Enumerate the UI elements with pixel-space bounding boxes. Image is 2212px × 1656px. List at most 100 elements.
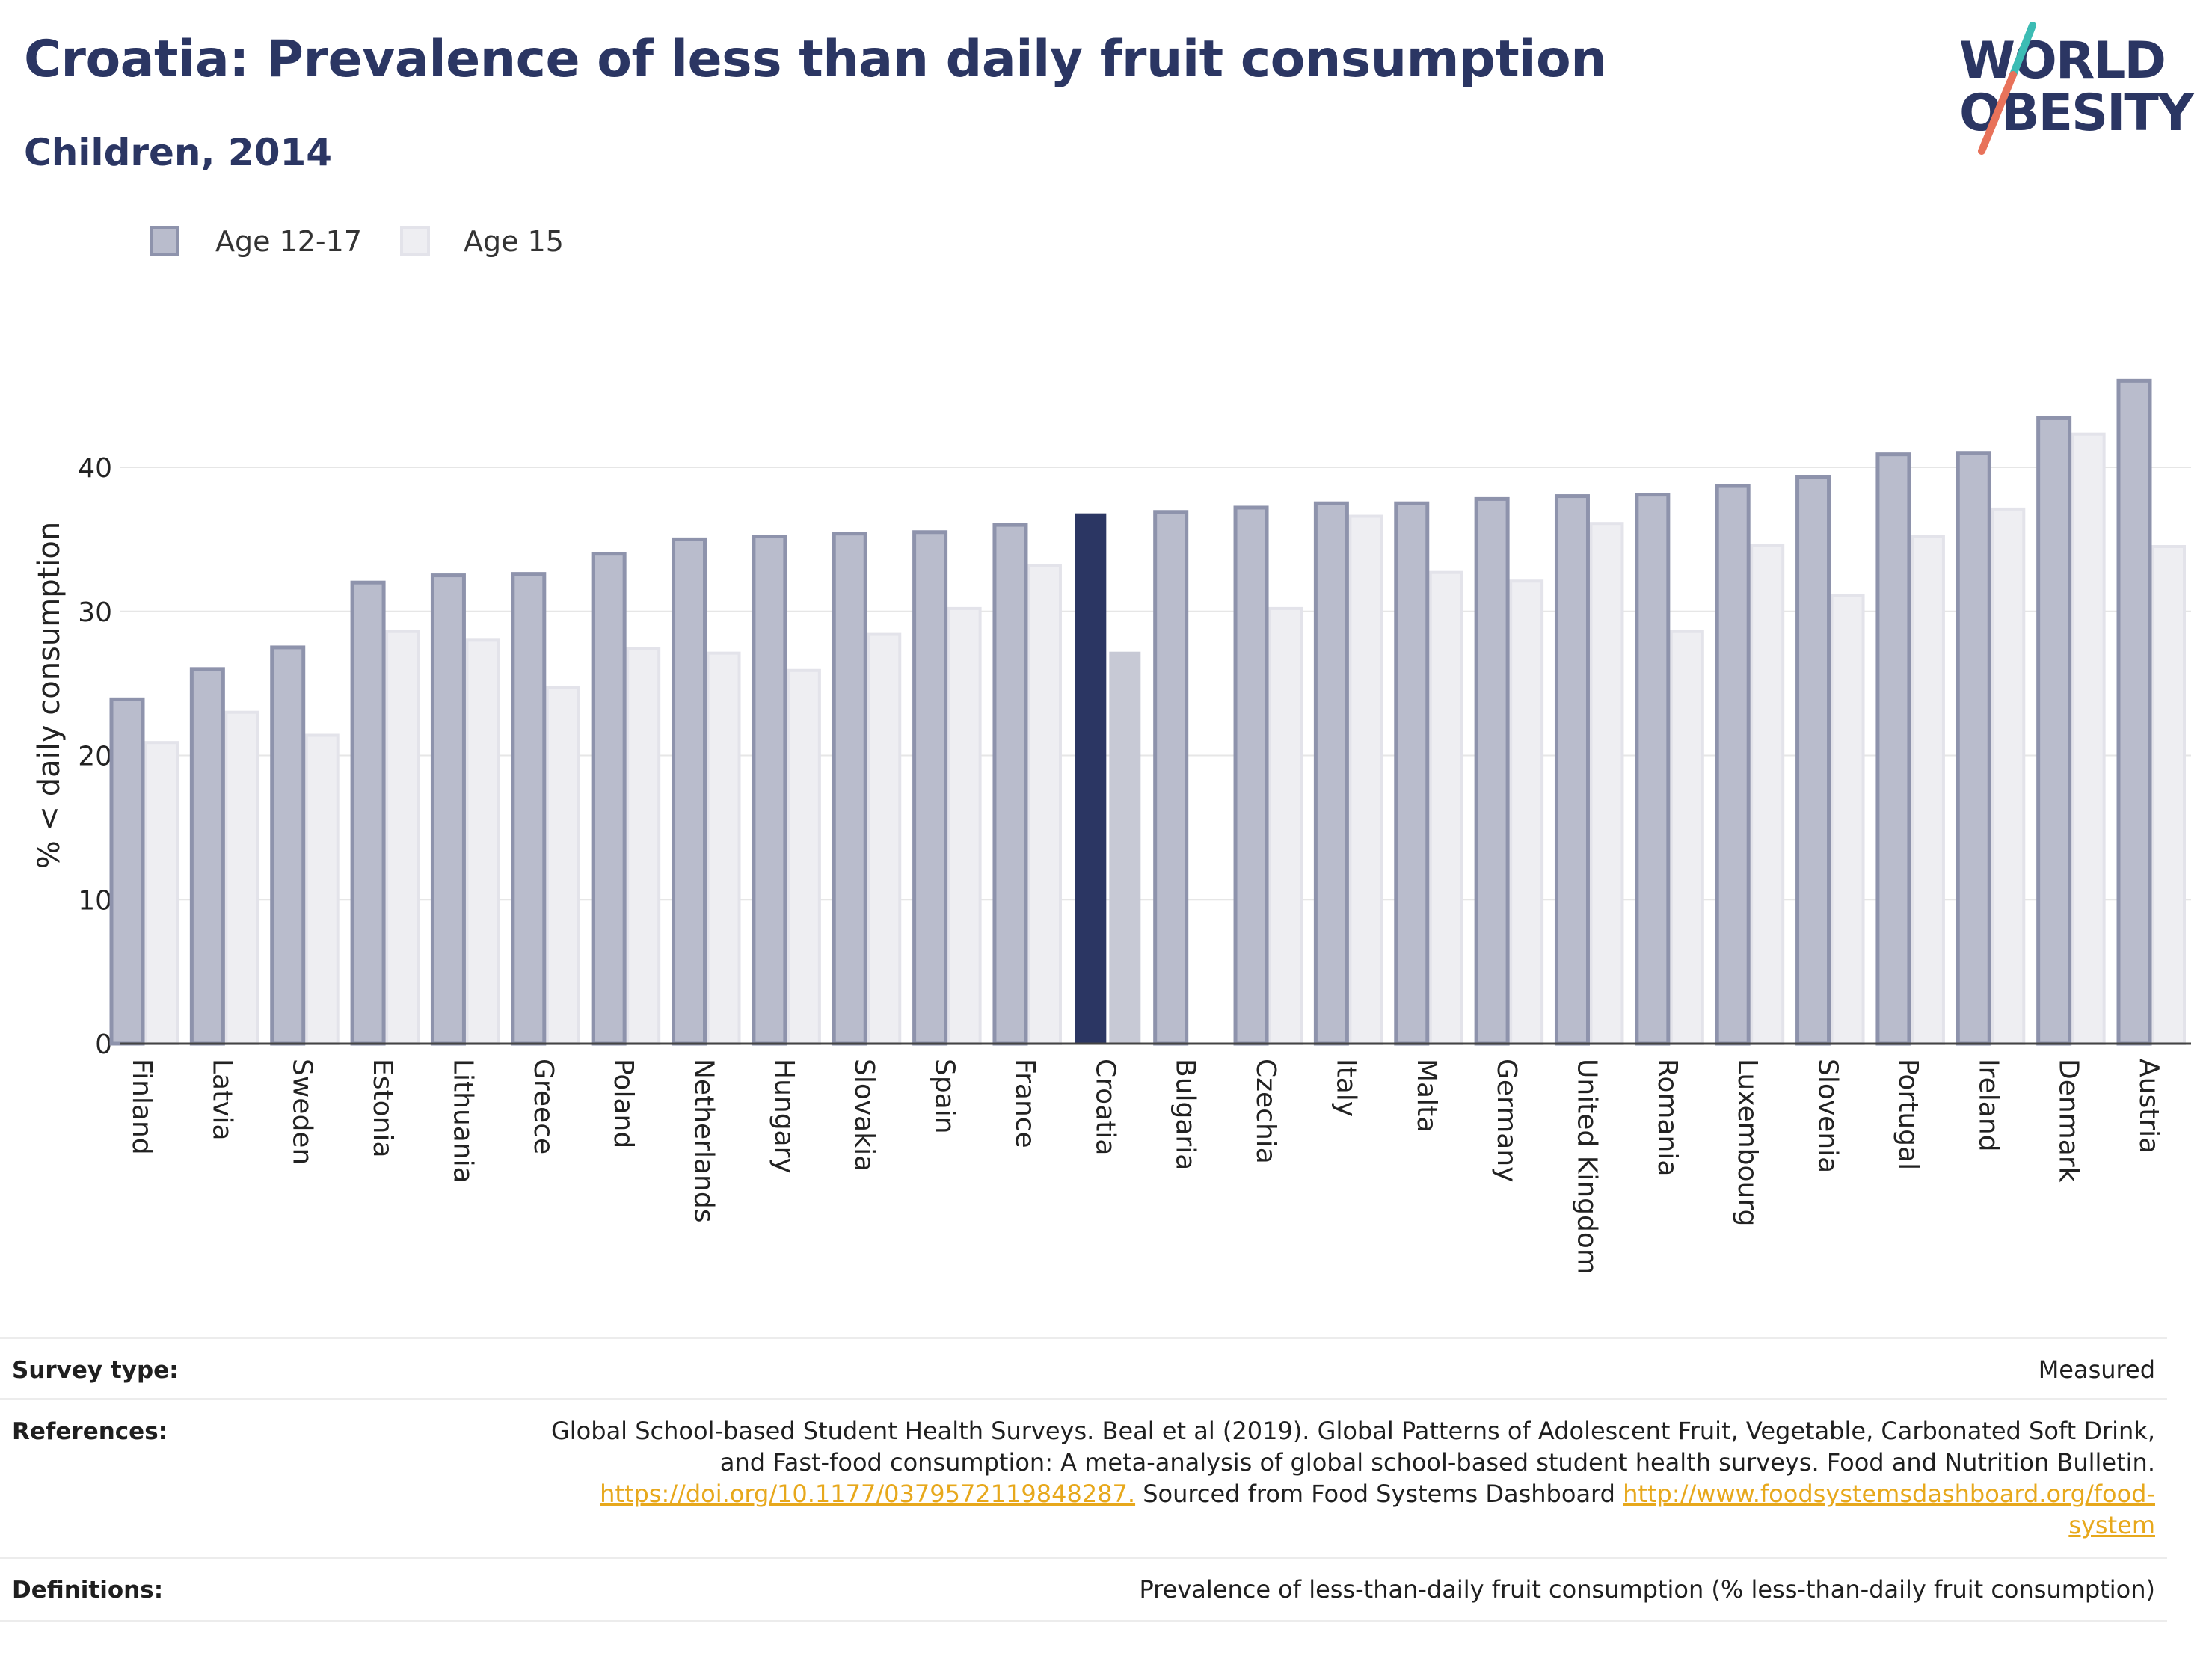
x-tick-label: Greece	[528, 1059, 559, 1154]
logo-text-world: WORLD	[1959, 31, 2166, 90]
x-tick-label: Netherlands	[689, 1059, 719, 1222]
y-tick-label: 10	[78, 885, 112, 916]
bar-age-12-17	[430, 573, 466, 1046]
food-systems-link[interactable]: http://www.foodsystemsdashboard.org/food…	[1623, 1480, 2155, 1508]
meta-row-references: References: Global School-based Student …	[0, 1398, 2167, 1559]
bar-age-15	[1348, 514, 1383, 1045]
bar-age-12-17	[1554, 494, 1590, 1046]
x-tick-label: France	[1010, 1059, 1040, 1148]
bar-age-12-17	[109, 697, 145, 1046]
bar-age-15	[1669, 630, 1704, 1045]
bar-age-15	[545, 686, 580, 1045]
x-tick-label: Latvia	[206, 1059, 237, 1141]
bar-age-15	[1268, 606, 1303, 1045]
references-label: References:	[12, 1418, 168, 1445]
bar-age-15	[786, 668, 821, 1046]
doi-link[interactable]: https://doi.org/10.1177/0379572119848287…	[600, 1480, 1136, 1508]
x-tick-label: Slovakia	[849, 1059, 879, 1172]
references-line2: and Fast-food consumption: A meta-analys…	[719, 1448, 2155, 1477]
legend-swatch-age-12-17	[150, 226, 179, 256]
bar-age-12-17	[511, 572, 547, 1046]
bar-age-12-17	[752, 535, 787, 1046]
x-tick-label: Sweden	[287, 1059, 318, 1165]
bar-age-12-17	[1075, 513, 1107, 1044]
bar-age-12-17	[1394, 501, 1430, 1046]
y-tick-label: 0	[95, 1029, 112, 1060]
y-tick-label: 30	[78, 597, 112, 628]
bar-age-12-17	[2036, 416, 2072, 1046]
x-tick-label: Malta	[1411, 1059, 1442, 1133]
legend-swatch-age-15	[400, 226, 430, 256]
definitions-label: Definitions:	[12, 1577, 164, 1604]
bar-age-15	[1589, 522, 1624, 1045]
x-tick-label: Estonia	[367, 1059, 398, 1158]
bar-age-12-17	[2116, 378, 2152, 1046]
x-tick-label: Denmark	[2053, 1059, 2084, 1183]
y-tick-label: 40	[78, 453, 112, 484]
bar-age-12-17	[1313, 501, 1349, 1046]
x-tick-label: Poland	[608, 1059, 639, 1148]
bar-age-12-17	[1795, 475, 1831, 1046]
bar-age-12-17	[992, 523, 1028, 1046]
bar-age-15	[1991, 507, 2026, 1045]
chart-title: Croatia: Prevalence of less than daily f…	[24, 30, 1607, 89]
x-tick-label: Ireland	[1973, 1059, 2003, 1152]
bar-age-15	[2151, 545, 2186, 1045]
x-tick-label: Austria	[2133, 1059, 2164, 1154]
bar-age-12-17	[912, 530, 948, 1046]
bar-age-12-17	[1635, 493, 1671, 1046]
bar-age-15	[465, 638, 500, 1045]
bar-age-12-17	[832, 532, 867, 1046]
legend-label-age-15: Age 15	[464, 225, 564, 258]
x-tick-label: Finland	[126, 1059, 157, 1155]
bar-age-12-17	[1875, 452, 1911, 1046]
bar-age-15	[1027, 564, 1062, 1045]
definitions-value: Prevalence of less-than-daily fruit cons…	[1139, 1575, 2155, 1604]
x-tick-label: Lithuania	[447, 1059, 478, 1183]
logo-slash-icon	[1978, 22, 2036, 155]
references-line4: system	[360, 1509, 2155, 1541]
bar-age-15	[626, 647, 661, 1045]
food-systems-link-continued[interactable]: system	[2068, 1511, 2155, 1539]
bar-age-15	[1109, 651, 1141, 1044]
bar-age-15	[706, 651, 741, 1045]
survey-type-value: Measured	[2038, 1355, 2155, 1384]
bar-age-15	[1830, 594, 1865, 1045]
x-tick-label: Spain	[930, 1059, 960, 1134]
bar-chart: 0 10 20 30 40 Finland Latvia Sweden Estonia Lithu…	[78, 378, 2191, 1275]
bar-age-12-17	[270, 645, 306, 1046]
legend-label-age-12-17: Age 12-17	[215, 225, 362, 258]
bar-age-12-17	[1474, 496, 1510, 1046]
references-line3: https://doi.org/10.1177/0379572119848287…	[360, 1478, 2155, 1509]
survey-type-label: Survey type:	[12, 1357, 179, 1384]
world-obesity-logo: WORLD OBESITY	[1944, 22, 2194, 157]
bar-age-15	[947, 606, 982, 1045]
bar-age-15	[385, 630, 420, 1045]
y-tick-label: 20	[78, 742, 112, 772]
bar-age-12-17	[350, 580, 386, 1046]
bar-age-12-17	[591, 552, 627, 1046]
x-tick-label: Romania	[1652, 1059, 1683, 1176]
x-tick-label: Slovenia	[1813, 1059, 1843, 1173]
bar-age-15	[1428, 570, 1463, 1045]
bar-age-15	[2071, 432, 2106, 1045]
bar-age-12-17	[1233, 505, 1269, 1046]
x-tick-label: Bulgaria	[1170, 1059, 1201, 1170]
bar-age-12-17	[672, 537, 707, 1046]
x-tick-label: Croatia	[1090, 1059, 1120, 1155]
references-value: Global School-based Student Health Surve…	[360, 1415, 2155, 1541]
bar-age-12-17	[189, 667, 225, 1046]
bar-age-15	[867, 632, 902, 1045]
bar-age-15	[1750, 544, 1785, 1045]
chart-subtitle: Children, 2014	[24, 131, 333, 174]
bar-age-15	[224, 710, 259, 1045]
meta-row-definitions: Definitions: Prevalence of less-than-dai…	[0, 1557, 2167, 1622]
references-line1: Global School-based Student Health Surve…	[550, 1417, 2155, 1445]
bar-age-12-17	[1153, 510, 1189, 1046]
bar-age-15	[144, 741, 179, 1046]
bar-age-15	[1509, 579, 1544, 1045]
bar-age-12-17	[1956, 451, 1991, 1046]
references-mid-text: Sourced from Food Systems Dashboard	[1135, 1480, 1623, 1508]
x-tick-label: Portugal	[1893, 1059, 1923, 1170]
x-tick-label: United Kingdom	[1571, 1059, 1602, 1275]
